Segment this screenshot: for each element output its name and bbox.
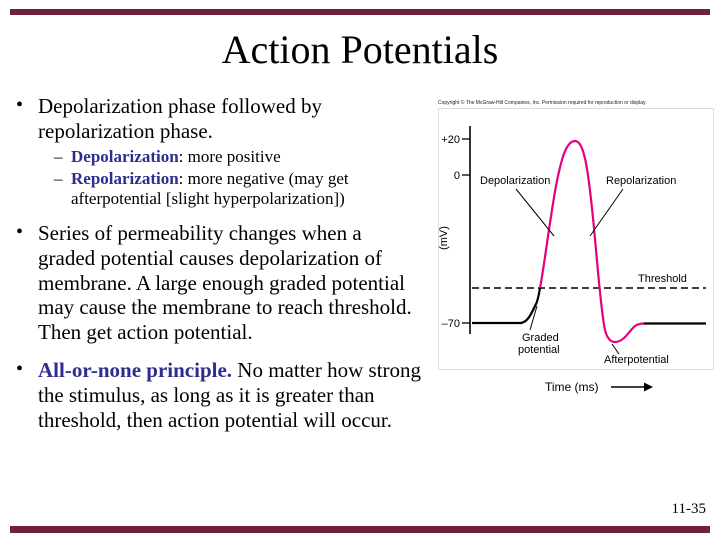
- x-axis-label: Time (ms): [545, 380, 599, 394]
- figure-copyright: Copyright © The McGraw-Hill Companies, I…: [438, 100, 647, 106]
- depolarization-label: Depolarization: [480, 175, 550, 187]
- y-tick-label-plus20: +20: [441, 134, 460, 146]
- top-divider-bar: [10, 9, 710, 15]
- graded-potential-label-line2: potential: [518, 344, 560, 356]
- bottom-divider-bar: [10, 526, 710, 533]
- slide-number: 11-35: [671, 501, 706, 517]
- afterpotential-label: Afterpotential: [604, 354, 669, 366]
- y-axis-label: (mV): [438, 226, 450, 250]
- depolarization-pointer-line: [515, 188, 555, 237]
- repolarization-pointer-line: [589, 188, 624, 237]
- term-repolarization: Repolarization: [71, 169, 179, 189]
- dash-marker: –: [54, 146, 63, 166]
- y-tick-label-minus70: –70: [442, 318, 460, 330]
- bullet-item: • All-or-none principle. No matter how s…: [16, 358, 424, 432]
- sub-bullet-rest: : more negative (may get afterpotential …: [71, 169, 349, 208]
- figure-frame: [438, 108, 714, 370]
- sub-bullet-rest: : more positive: [178, 146, 281, 166]
- bullet-rest: No matter how strong the stimulus, as lo…: [38, 358, 422, 432]
- action-potential-graph: +20 0 –70 (mV) Threshold Depolarization …: [438, 108, 714, 394]
- sub-bullet-item: – Depolarization: more positive: [54, 147, 424, 167]
- term-all-or-none-principle: All-or-none principle.: [38, 358, 233, 382]
- action-potential-curve: [538, 139, 645, 344]
- bullet-list: • Depolarization phase followed by repol…: [16, 94, 424, 432]
- action-potential-figure: Copyright © The McGraw-Hill Companies, I…: [438, 99, 716, 400]
- bullet-group-1: • Depolarization phase followed by repol…: [16, 94, 424, 208]
- bullet-item: • Series of permeability changes when a …: [16, 221, 424, 345]
- term-depolarization: Depolarization: [71, 146, 179, 166]
- repolarization-label: Repolarization: [606, 175, 676, 187]
- bullet-text: Series of permeability changes when a gr…: [38, 221, 412, 345]
- sub-bullet-text: Depolarization: more positive: [71, 147, 424, 167]
- bullet-group-3: • All-or-none principle. No matter how s…: [16, 358, 424, 432]
- afterpotential-pointer-line: [611, 343, 620, 355]
- threshold-label: Threshold: [638, 273, 687, 285]
- bullet-group-2: • Series of permeability changes when a …: [16, 221, 424, 345]
- dash-marker: –: [54, 169, 63, 189]
- bullet-text: Depolarization phase followed by repolar…: [38, 94, 322, 143]
- bullet-text: All-or-none principle. No matter how str…: [38, 358, 424, 432]
- graded-potential-label-line1: Graded: [522, 332, 559, 344]
- time-arrow-head-icon: [644, 382, 653, 392]
- bullet-marker: •: [16, 221, 24, 244]
- graded-potential-curve: [472, 287, 542, 325]
- graded-potential-pointer-line: [529, 305, 538, 331]
- bullet-marker: •: [16, 358, 24, 380]
- bullet-item: • Depolarization phase followed by repol…: [16, 94, 424, 144]
- y-tick-label-zero: 0: [454, 170, 460, 182]
- page-title: Action Potentials: [221, 27, 499, 72]
- bullet-marker: •: [16, 94, 24, 116]
- sub-bullet-item: – Repolarization: more negative (may get…: [54, 169, 424, 208]
- sub-bullet-text: Repolarization: more negative (may get a…: [71, 169, 424, 208]
